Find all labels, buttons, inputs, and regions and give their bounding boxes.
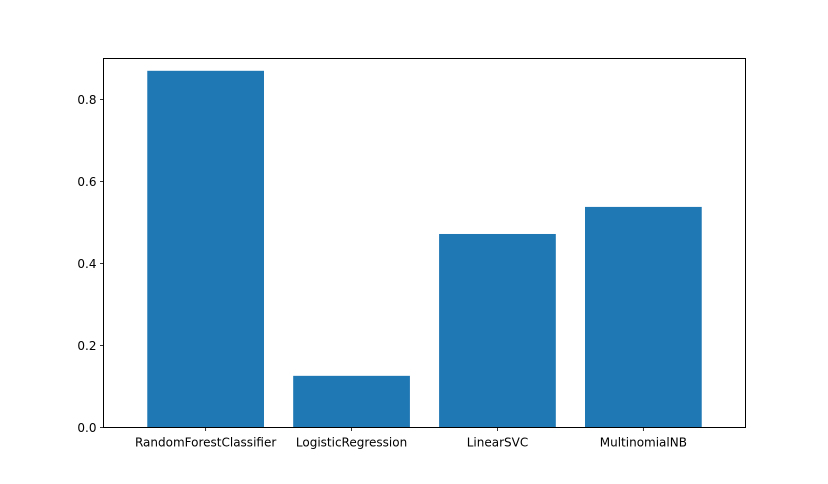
bar-logisticregression: [293, 375, 410, 428]
y-tick-label: 0.4: [77, 257, 96, 271]
x-tick-label: LinearSVC: [467, 436, 529, 450]
y-tick-label: 0.0: [77, 421, 96, 435]
bar-linearsvc: [439, 233, 556, 428]
x-tick-label: MultinomialNB: [600, 436, 687, 450]
x-tick-label: RandomForestClassifier: [135, 436, 276, 450]
y-tick-label: 0.8: [77, 93, 96, 107]
y-tick-label: 0.6: [77, 175, 96, 189]
bars-layer: [147, 70, 702, 428]
bar-multinomialnb: [585, 206, 702, 428]
y-tick-label: 0.2: [77, 339, 96, 353]
x-tick-label: LogisticRegression: [296, 436, 407, 450]
ticks-layer: RandomForestClassifier LogisticRegression…: [77, 93, 687, 450]
plot-frame: [103, 58, 746, 428]
bar-randomforestclassifier: [147, 70, 264, 428]
